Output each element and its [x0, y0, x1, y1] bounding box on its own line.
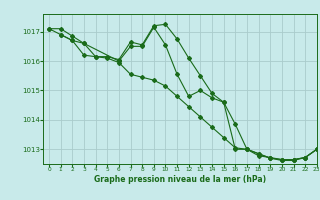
- X-axis label: Graphe pression niveau de la mer (hPa): Graphe pression niveau de la mer (hPa): [94, 175, 266, 184]
